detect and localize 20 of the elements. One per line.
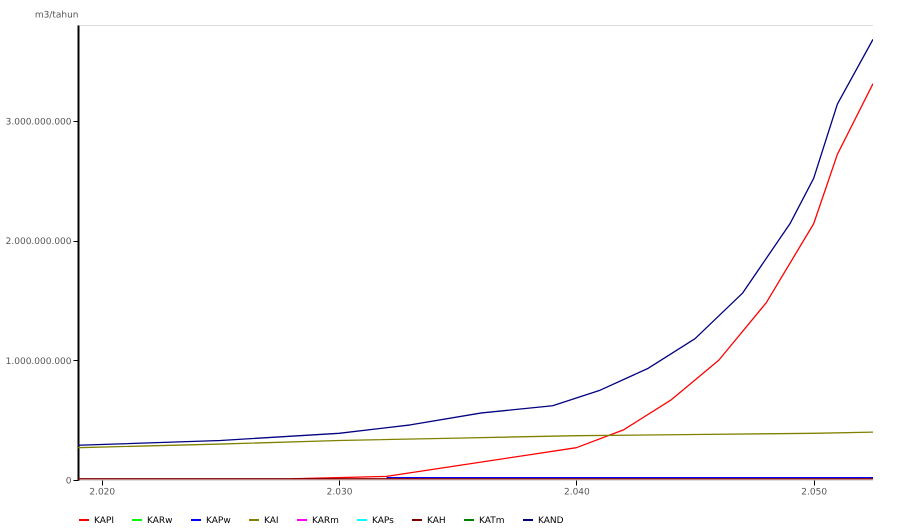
legend-label: KAND [538,516,564,526]
y-tick-label: 2.000.000.000 [6,237,72,248]
legend-label: KAH [427,516,446,526]
line-series [78,431,873,448]
y-tick-label: 1.000.000.000 [6,356,72,367]
y-tick-label: 3.000.000.000 [6,117,72,128]
y-tick-label: 0 [66,476,72,486]
x-tick-label: 2.030 [326,488,353,498]
y-axis-title: m3/tahun [34,10,78,20]
x-tick-label: 2.050 [801,488,828,498]
line-series [78,38,873,446]
x-tick-label: 2.040 [564,488,590,498]
legend-label: KATm [479,516,504,526]
legend-label: KARw [147,516,173,526]
legend-label: KAPw [206,516,231,526]
x-tick-label: 2.020 [89,488,116,498]
legend-label: KAPI [94,516,114,526]
legend-label: KAI [264,516,279,526]
legend-label: KAPs [372,516,394,526]
legend-label: KARm [312,516,339,526]
